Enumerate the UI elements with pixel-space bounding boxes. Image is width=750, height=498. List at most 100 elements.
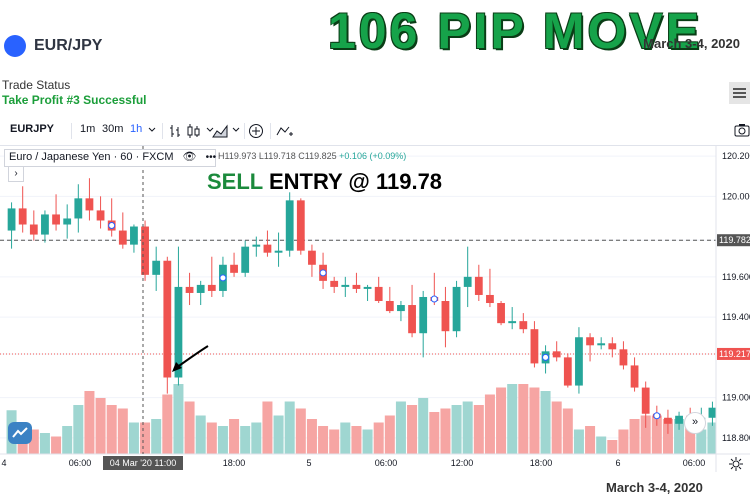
candle-body (96, 210, 105, 221)
candle-body (7, 208, 16, 231)
x-tick-label: 5 (306, 458, 311, 468)
volume-bar (351, 426, 362, 454)
volume-bar (117, 408, 128, 454)
ohlc-high: H119.973 (218, 151, 257, 161)
candles-icon[interactable] (186, 123, 202, 139)
candle-body (85, 198, 94, 211)
candle-body (597, 343, 606, 346)
volume-bar (707, 422, 718, 454)
candle-body (463, 276, 472, 287)
area-chart-icon[interactable] (212, 123, 228, 139)
interval-1h[interactable]: 1h (130, 123, 143, 135)
volume-bar (229, 419, 240, 454)
bar-chart-icon[interactable] (169, 123, 181, 139)
volume-bar (662, 419, 673, 454)
legend-box[interactable] (4, 149, 216, 167)
gear-icon[interactable] (728, 456, 744, 472)
header-strip (0, 0, 750, 66)
volume-bar (73, 405, 84, 454)
x-tick-label: 18:00 (530, 458, 553, 468)
volume-bar (28, 429, 39, 454)
volume-bar (206, 422, 217, 454)
volume-bar (418, 398, 429, 454)
chevron-down-icon[interactable] (232, 127, 240, 133)
volume-bar (651, 415, 662, 454)
alert-marker-icon (653, 412, 661, 420)
symbol-button[interactable]: EURJPY (10, 123, 55, 135)
candle-body (419, 296, 428, 334)
ohlc-low: L119.718 (258, 151, 296, 161)
volume-bar (195, 415, 206, 454)
candles (7, 178, 717, 434)
candle-body (363, 286, 372, 289)
candle-body (486, 294, 494, 304)
y-tick-label: 118.800 (722, 433, 750, 443)
ohlc-close: C119.825 (298, 151, 337, 161)
volume-bar (585, 426, 596, 454)
interval-30m[interactable]: 30m (102, 123, 124, 135)
interval-1m[interactable]: 1m (80, 123, 96, 135)
candle-body (118, 230, 127, 245)
crosshair-time-label: 04 Mar '20 11:00 (110, 458, 177, 468)
legend-symbol[interactable]: Euro / Japanese Yen · 60 · FXCM (9, 151, 174, 163)
volume-bar (84, 391, 95, 454)
sell-entry-annotation: SELL ENTRY @ 119.78 (207, 169, 442, 195)
volume-bar (529, 387, 540, 454)
candle-body (174, 286, 183, 378)
menu-icon[interactable] (729, 82, 750, 104)
candle-body (441, 301, 450, 332)
volume-bar (329, 429, 340, 454)
volume-bar (162, 394, 173, 454)
tradingview-logo-icon[interactable] (8, 422, 32, 444)
candle-body (185, 286, 194, 293)
volume-bar (306, 419, 317, 454)
ohlc-values: H119.973 L119.718 C119.825 +0.106 (+0.09… (218, 151, 406, 161)
volume-bar (251, 422, 262, 454)
chevron-right-icon[interactable]: › (8, 166, 24, 182)
candle-body (263, 244, 272, 253)
candle-body (252, 244, 261, 247)
add-indicator-icon[interactable] (248, 123, 264, 139)
volume-bar (407, 405, 418, 454)
volume-bar (284, 401, 295, 454)
chart-grid (0, 155, 716, 439)
alert-marker-icon (219, 274, 227, 282)
volume-bar (496, 387, 507, 454)
price-axis: 120.200 120.000 119.600 119.400 119.000 118.8… (715, 146, 750, 472)
volume-bar (562, 408, 573, 454)
price-chart[interactable]: 120.200 120.000 119.600 119.400 119.000 118.8… (0, 146, 750, 472)
price-line-tag (717, 234, 750, 247)
price-lines (0, 239, 716, 355)
volume-bar (640, 415, 651, 454)
more-icon[interactable]: ••• (205, 152, 217, 163)
candle-body (675, 415, 683, 424)
pair-label: EUR/JPY (34, 37, 103, 54)
candle-body (341, 284, 350, 287)
chart-toolbar: EURJPY 1m 30m 1h (0, 117, 750, 146)
volume-bar (629, 419, 640, 454)
candle-body (352, 284, 361, 289)
candle-body (196, 284, 205, 293)
candle-body (374, 286, 383, 302)
price-line-tag (717, 347, 750, 360)
x-tick-label: 06:00 (683, 458, 706, 468)
volume-bar (440, 408, 451, 454)
camera-icon[interactable] (734, 122, 750, 138)
volume-bar (340, 422, 351, 454)
volume-bar (551, 401, 562, 454)
scroll-right-icon[interactable]: » (684, 412, 706, 434)
volume-bar (685, 422, 696, 454)
chevron-down-icon[interactable] (148, 127, 156, 133)
time-axis: 4 06:00 04 Mar '20 11:00 18:00 5 06:00 12:00 18… (0, 453, 750, 470)
eye-icon[interactable]: 👁 (182, 151, 197, 163)
volume-bar (295, 408, 306, 454)
y-tick-label: 119.000 (722, 393, 750, 403)
x-tick-label: 06:00 (69, 458, 92, 468)
chevron-down-icon[interactable] (206, 127, 214, 133)
crosshair-time-tag (103, 456, 183, 470)
compare-icon[interactable] (276, 123, 294, 139)
volume-bar (373, 422, 384, 454)
pair-dot-icon (4, 35, 26, 57)
y-tick-label: 120.200 (722, 151, 750, 161)
candle-body (285, 200, 294, 251)
